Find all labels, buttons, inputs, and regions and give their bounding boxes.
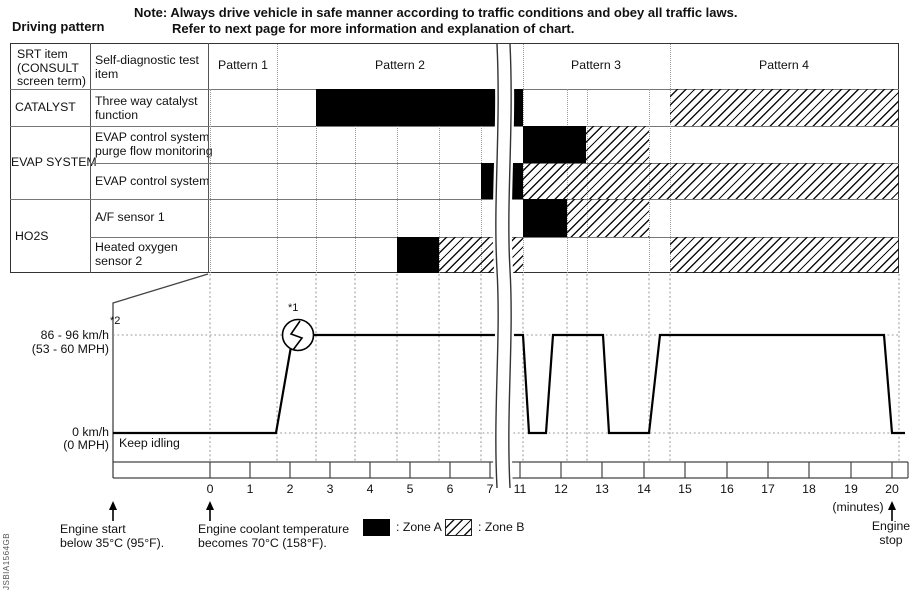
axis-tick-label: 7 — [486, 482, 494, 496]
test-evap-purge-flow: EVAP control system purge flow monitorin… — [95, 130, 213, 158]
zone-b-block — [586, 126, 649, 163]
pattern-2-label: Pattern 2 — [375, 58, 425, 72]
note-line1: Note: Always drive vehicle in safe manne… — [134, 5, 738, 20]
time-ruler-ticks — [209, 462, 893, 478]
engine-start-note: Engine start below 35°C (95°F). — [60, 522, 165, 550]
minutes-unit-label: (minutes) — [832, 500, 884, 514]
pattern-1-label: Pattern 1 — [218, 58, 268, 72]
coolant-temp-note: Engine coolant temperature becomes 70°C … — [198, 522, 350, 550]
pattern-4-label: Pattern 4 — [759, 58, 809, 72]
table-row-divider-3 — [10, 199, 899, 200]
figure-title: Driving pattern — [12, 19, 105, 34]
axis-tick-label: 4 — [366, 482, 374, 496]
zone-a-block — [523, 199, 567, 237]
zone-a-block — [397, 237, 439, 273]
acceleration-symbol-icon — [281, 318, 315, 352]
axis-tick-label: 1 — [246, 482, 254, 496]
axis-tick-label: 11 — [513, 482, 527, 496]
graph-dotted-gridlines — [209, 274, 900, 462]
accel-footnote: *1 — [288, 302, 299, 314]
col2-header: Self-diagnostic test item — [95, 53, 199, 81]
zone-a-block — [316, 89, 523, 126]
speed-trace — [113, 333, 905, 435]
engine-stop-note: Engine stop — [871, 519, 911, 547]
axis-tick-label: 12 — [554, 482, 568, 496]
zone-b-block — [670, 237, 899, 273]
speed-high-label: 86 - 96 km/h — [40, 328, 109, 342]
dotted-gridline — [277, 44, 278, 273]
dotted-gridline — [439, 89, 440, 273]
figure-code: JSBIA1564GB — [2, 532, 11, 590]
speed-low-label: 0 km/h — [72, 425, 109, 439]
zone-a-label: : Zone A — [396, 520, 442, 534]
axis-tick-label: 0 — [206, 482, 214, 496]
zone-b-block — [567, 199, 649, 237]
dotted-gridline — [210, 89, 211, 273]
axis-tick-label: 6 — [446, 482, 454, 496]
dotted-gridline — [316, 89, 317, 273]
keep-idling-label: Keep idling — [119, 436, 180, 450]
engine-start-arrow-icon — [109, 501, 117, 521]
dotted-gridline — [355, 89, 356, 273]
group-ho2s: HO2S — [15, 229, 49, 243]
axis-tick-label: 15 — [678, 482, 692, 496]
zone-b-label: : Zone B — [478, 520, 525, 534]
speed-low-sublabel: (0 MPH) — [63, 438, 109, 452]
zone-b-swatch — [445, 519, 472, 536]
zone-b-block — [670, 89, 899, 126]
time-ruler — [113, 461, 909, 479]
speed-high-sublabel: (53 - 60 MPH) — [31, 342, 109, 356]
axis-tick-label: 2 — [286, 482, 294, 496]
dotted-gridline — [670, 44, 671, 273]
axis-tick-label: 20 — [885, 482, 899, 496]
test-three-way-catalyst: Three way catalyst function — [95, 94, 198, 122]
axis-tick-label: 19 — [844, 482, 858, 496]
table-row-divider-1 — [10, 126, 899, 127]
note-line2: Refer to next page for more information … — [172, 21, 575, 36]
dotted-gridline — [397, 89, 398, 273]
axis-tick-label: 3 — [326, 482, 334, 496]
group-catalyst: CATALYST — [15, 100, 76, 114]
axis-tick-label: 13 — [595, 482, 609, 496]
table-col2-divider — [208, 43, 209, 273]
axis-tick-label: 16 — [720, 482, 734, 496]
axis-tick-label: 17 — [761, 482, 775, 496]
pattern-3-label: Pattern 3 — [571, 58, 621, 72]
zone-a-block — [481, 163, 523, 199]
group-evap-system: EVAP SYSTEM — [11, 155, 97, 169]
test-evap-control: EVAP control system — [95, 174, 210, 188]
axis-tick-label: 14 — [637, 482, 651, 496]
table-col1-divider — [90, 43, 91, 273]
coolant-temp-arrow-icon — [206, 501, 214, 521]
col1-header: SRT item (CONSULT screen term) — [17, 47, 87, 88]
speed-high-footnote: *2 — [110, 315, 121, 327]
test-heated-o2-sensor-2: Heated oxygen sensor 2 — [95, 240, 178, 268]
zone-b-block — [439, 237, 523, 273]
zone-b-block — [523, 163, 899, 199]
zone-a-block — [523, 126, 586, 163]
axis-tick-label: 5 — [406, 482, 414, 496]
axis-tick-label: 18 — [802, 482, 816, 496]
zone-a-swatch — [363, 519, 390, 536]
test-af-sensor-1: A/F sensor 1 — [95, 210, 165, 224]
